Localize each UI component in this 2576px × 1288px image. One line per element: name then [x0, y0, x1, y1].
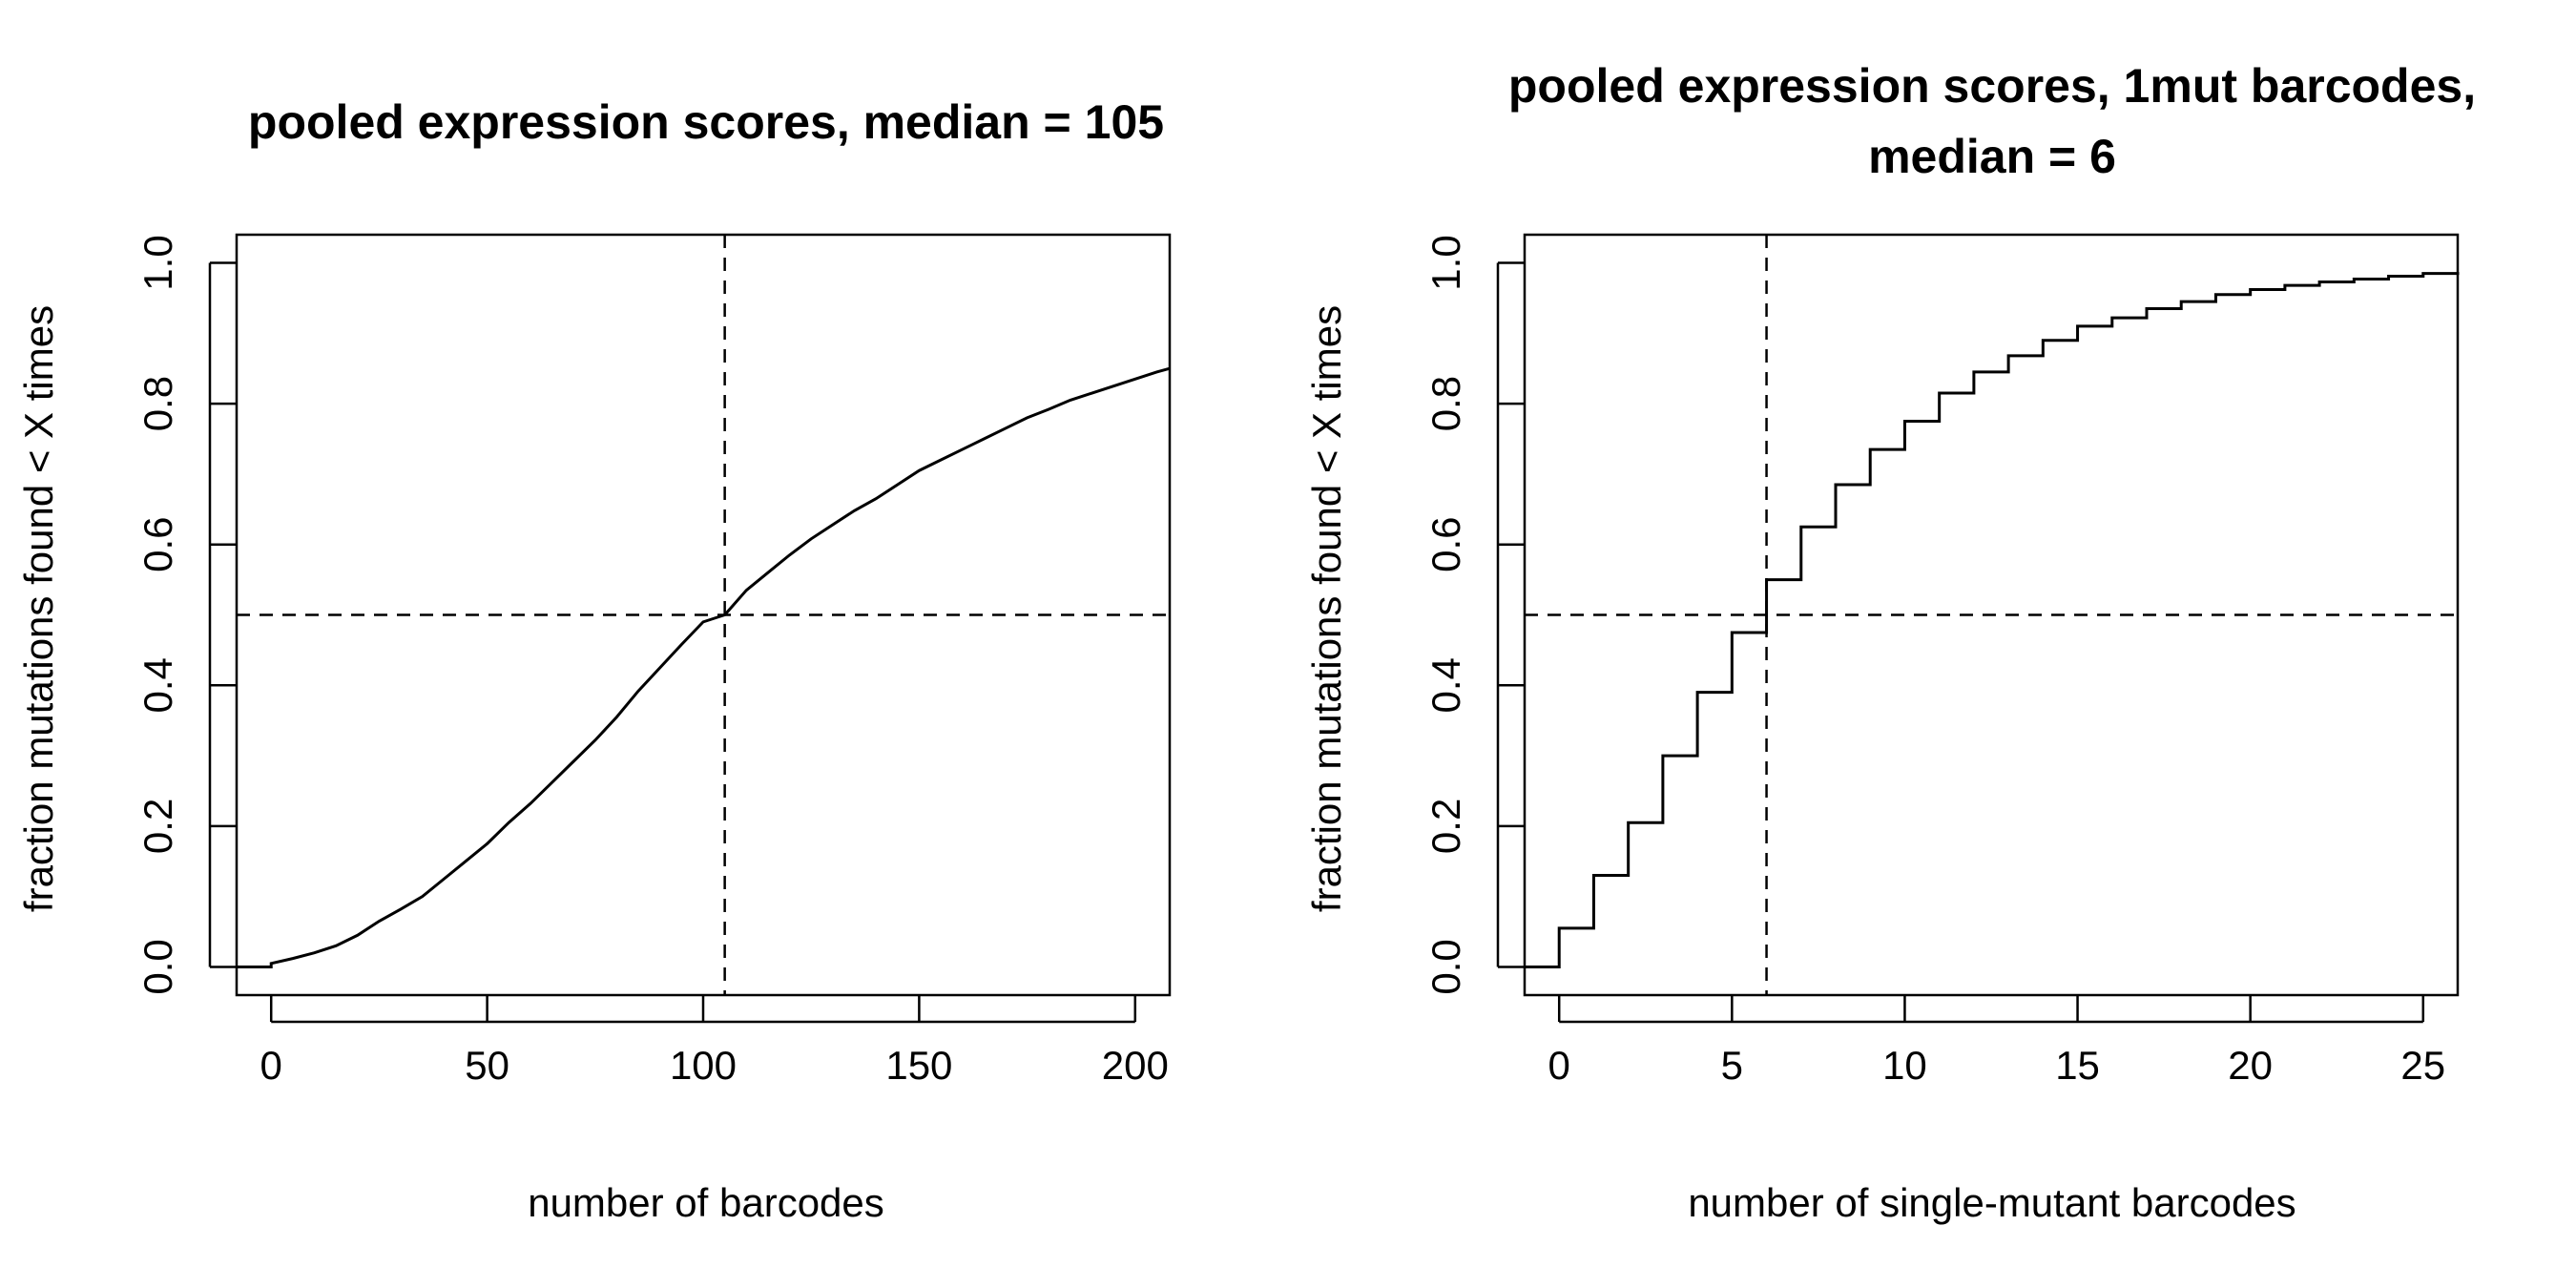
left-panel: pooled expression scores, median = 105 n… [16, 95, 1172, 1225]
left-y-tick-label: 1.0 [135, 235, 180, 290]
left-x-tick-label: 0 [260, 1043, 282, 1088]
left-y-tick-label: 0.8 [135, 376, 180, 431]
right-chart-title-line-2: median = 6 [1868, 130, 2116, 183]
left-y-tick-label: 0.0 [135, 939, 180, 994]
right-y-axis-label: fraction mutations found < X times [1304, 305, 1349, 912]
left-chart-title: pooled expression scores, median = 105 [248, 95, 1164, 149]
right-y-tick-label: 0.4 [1423, 657, 1468, 713]
left-y-tick-label: 0.6 [135, 517, 180, 572]
right-x-tick-label: 0 [1548, 1043, 1570, 1088]
right-panel: pooled expression scores, 1mut barcodes,… [1304, 59, 2476, 1225]
right-y-tick-label: 1.0 [1423, 235, 1468, 290]
left-cdf-curve [237, 366, 1171, 968]
right-x-tick-label: 10 [1882, 1043, 1927, 1088]
left-plot-marks: 0 50 100 150 200 0.0 0.2 0.4 0.6 0.8 1.0 [135, 235, 1171, 1088]
right-y-tick-label: 0.6 [1423, 517, 1468, 572]
right-x-tick-label: 25 [2400, 1043, 2445, 1088]
right-x-tick-label: 15 [2055, 1043, 2100, 1088]
right-x-axis-label: number of single-mutant barcodes [1688, 1180, 2296, 1225]
left-y-tick-label: 0.2 [135, 799, 180, 854]
left-x-tick-label: 200 [1102, 1043, 1169, 1088]
left-y-tick-label: 0.4 [135, 657, 180, 713]
left-y-axis-label: fraction mutations found < X times [16, 305, 61, 912]
left-x-tick-label: 50 [465, 1043, 509, 1088]
left-x-axis-label: number of barcodes [528, 1180, 884, 1225]
left-x-tick-label: 150 [885, 1043, 952, 1088]
right-y-tick-label: 0.2 [1423, 799, 1468, 854]
right-plot-marks: 0 5 10 15 20 25 0.0 0.2 0.4 0.6 0.8 1.0 [1423, 235, 2460, 1088]
right-y-tick-label: 0.0 [1423, 939, 1468, 994]
right-cdf-curve [1525, 272, 2460, 968]
right-x-tick-label: 20 [2228, 1043, 2273, 1088]
right-x-tick-label: 5 [1721, 1043, 1743, 1088]
left-x-tick-label: 100 [670, 1043, 737, 1088]
right-chart-title-line-1: pooled expression scores, 1mut barcodes, [1508, 59, 2476, 113]
right-y-tick-label: 0.8 [1423, 376, 1468, 431]
